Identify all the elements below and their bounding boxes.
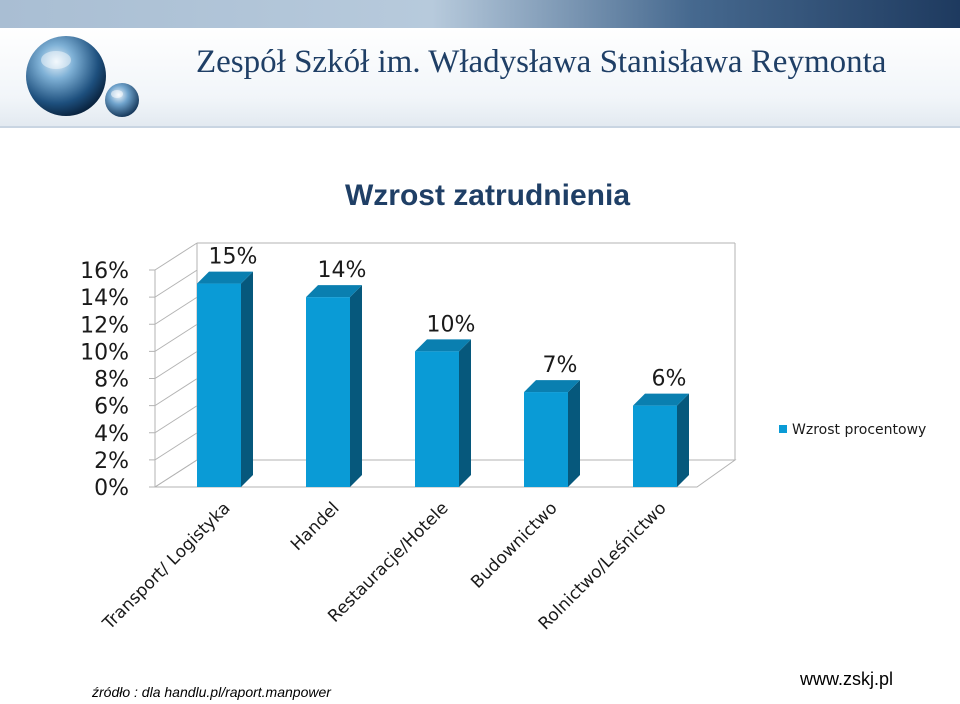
y-tick-label: 0%: [94, 476, 129, 501]
y-tick-label: 16%: [80, 259, 129, 284]
category-label: Transport/ Logistyka: [98, 498, 234, 634]
bar: [415, 351, 459, 487]
slide-header: Zespół Szkół im. Władysława Stanisława R…: [0, 0, 960, 128]
y-tick-label: 6%: [94, 395, 129, 420]
bar: [633, 405, 677, 487]
side-wall-gridline: [154, 323, 198, 352]
y-tick-label: 2%: [94, 449, 129, 474]
data-label: 10%: [427, 312, 476, 337]
data-label: 7%: [543, 353, 578, 378]
bar-top: [306, 285, 362, 298]
header-top-band: [0, 0, 960, 28]
side-wall-gridline: [154, 459, 198, 488]
side-wall-gridline: [154, 432, 198, 461]
y-tick-label: 14%: [80, 286, 129, 311]
bar-top: [633, 393, 689, 406]
header-title: Zespół Szkół im. Władysława Stanisława R…: [196, 44, 887, 80]
chart-title: Wzrost zatrudnienia: [344, 179, 630, 212]
side-wall-gridline: [154, 269, 198, 298]
y-tick-label: 8%: [94, 368, 129, 393]
y-tick-label: 12%: [80, 313, 129, 338]
website-link[interactable]: www.zskj.pl: [800, 669, 894, 689]
side-wall-gridline: [154, 405, 198, 434]
y-tick-label: 4%: [94, 422, 129, 447]
side-wall-gridline: [154, 378, 198, 407]
bar: [524, 392, 568, 487]
bar-side: [241, 271, 253, 487]
side-wall-gridline: [154, 351, 198, 379]
legend-swatch: [779, 425, 787, 433]
bar-top: [524, 380, 580, 393]
bar-top: [415, 339, 471, 352]
header-band: [0, 28, 960, 128]
bar-side: [350, 285, 362, 487]
category-label: Budownictwo: [467, 498, 561, 592]
category-label: Handel: [287, 498, 344, 555]
bar-side: [459, 339, 471, 487]
data-label: 15%: [209, 245, 258, 270]
bar: [306, 297, 350, 487]
globe-logo-icon: [26, 36, 139, 117]
legend-label: Wzrost procentowy: [792, 422, 926, 438]
side-wall-gridline: [154, 296, 198, 325]
y-tick-label: 10%: [80, 340, 129, 365]
chart-bars: [197, 271, 689, 487]
data-label: 6%: [652, 367, 687, 392]
bar-side: [568, 380, 580, 487]
category-label: Restauracje/Hotele: [324, 498, 452, 626]
source-note: źródło : dla handlu.pl/raport.manpower: [92, 684, 331, 700]
bar-top: [197, 271, 253, 284]
chart-axes: 0%2%4%6%8%10%12%14%16%: [80, 242, 737, 501]
bar: [197, 283, 241, 487]
chart-legend: Wzrost procentowy: [779, 422, 926, 438]
header-divider: [0, 126, 960, 128]
bar-side: [677, 393, 689, 487]
side-wall-gridline: [154, 242, 198, 271]
data-label: 14%: [318, 258, 367, 283]
